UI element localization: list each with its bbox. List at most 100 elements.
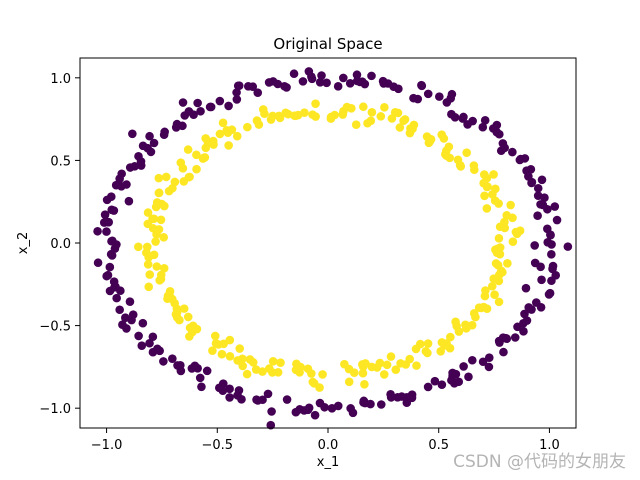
data-point (225, 335, 235, 345)
data-point (167, 294, 177, 304)
data-point (308, 377, 318, 387)
data-point (536, 200, 545, 209)
data-point (543, 204, 552, 214)
data-point (367, 108, 377, 117)
data-point (482, 304, 492, 314)
data-point (423, 348, 432, 358)
data-point (115, 305, 124, 315)
data-point (489, 170, 498, 179)
data-point (152, 230, 161, 239)
data-point (519, 327, 528, 336)
data-point (93, 258, 103, 268)
data-point (537, 175, 547, 185)
data-point (248, 358, 258, 367)
data-point (495, 129, 504, 139)
data-point (151, 202, 161, 212)
x-tick-label: −0.5 (201, 438, 233, 453)
data-point (527, 178, 536, 188)
x-tick-label: 1.0 (539, 438, 560, 453)
data-point (224, 141, 233, 150)
data-point (315, 398, 325, 408)
data-point (242, 369, 252, 379)
data-point (197, 382, 206, 392)
data-point (225, 352, 235, 361)
data-point (311, 99, 320, 108)
data-point (196, 106, 205, 116)
data-point (386, 352, 396, 361)
data-point (311, 112, 320, 121)
data-point (412, 361, 421, 370)
data-point (478, 122, 488, 132)
data-point (378, 76, 388, 86)
data-point (152, 262, 162, 271)
data-point (376, 112, 386, 121)
x-tick-label: −1.0 (91, 438, 123, 453)
data-point (422, 132, 432, 141)
data-point (533, 211, 542, 221)
data-point (478, 357, 488, 367)
data-point (550, 202, 560, 211)
data-point (160, 201, 169, 211)
data-point (435, 92, 444, 101)
data-point (494, 234, 504, 243)
data-point (339, 73, 348, 83)
data-point (192, 324, 202, 334)
data-point (143, 219, 153, 229)
data-point (307, 72, 316, 82)
data-point (303, 364, 313, 374)
data-point (268, 357, 278, 366)
data-point (479, 170, 489, 179)
data-point (380, 103, 389, 112)
data-point (359, 102, 368, 112)
data-point (543, 224, 552, 234)
data-point (165, 286, 175, 296)
data-point (459, 362, 468, 371)
data-point (232, 95, 242, 104)
data-point (520, 309, 529, 319)
data-point (367, 71, 376, 81)
data-point (484, 353, 494, 362)
data-point (254, 120, 264, 129)
data-point (464, 372, 473, 382)
data-point (474, 303, 484, 312)
data-point (467, 320, 477, 330)
data-point (315, 383, 324, 392)
data-point (149, 138, 159, 148)
data-point (258, 395, 267, 405)
data-point (125, 297, 135, 306)
data-point (151, 237, 160, 246)
data-point (376, 400, 386, 409)
data-point (526, 164, 536, 174)
data-point (360, 398, 370, 408)
data-point (178, 121, 187, 131)
data-point (391, 365, 401, 375)
data-point (411, 344, 421, 354)
data-point (494, 297, 504, 307)
x-tick-label: 0.5 (428, 438, 449, 453)
data-point (289, 69, 299, 79)
data-point (154, 173, 164, 183)
data-point (183, 145, 193, 154)
data-point (463, 120, 472, 129)
data-point (103, 270, 113, 280)
data-point (275, 113, 285, 123)
data-point (179, 304, 189, 313)
data-point (281, 108, 291, 118)
data-point (358, 362, 368, 371)
data-point (515, 226, 525, 236)
data-point (253, 88, 263, 97)
data-point (491, 184, 500, 194)
data-point (447, 89, 457, 99)
data-point (183, 312, 193, 322)
data-point (180, 111, 190, 120)
data-point (134, 242, 143, 252)
x-axis-label: x_1 (317, 455, 339, 470)
data-point (266, 115, 276, 124)
data-point (409, 120, 419, 130)
data-point (112, 240, 121, 249)
data-point (145, 338, 154, 348)
data-point (238, 354, 247, 364)
data-point (291, 111, 300, 121)
data-point (503, 259, 512, 268)
data-point (137, 341, 147, 350)
